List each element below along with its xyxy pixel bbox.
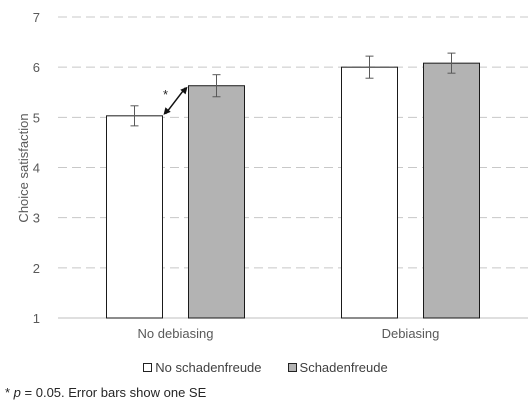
y-tick-label-3: 3 xyxy=(33,211,40,226)
significance-star: * xyxy=(163,87,168,102)
legend-swatch-schadenfreude xyxy=(287,362,297,372)
bar-no-debiasing-schadenfreude xyxy=(188,85,245,319)
significance-arrowhead-right xyxy=(180,86,188,95)
legend: No schadenfreude Schadenfreude xyxy=(0,358,531,376)
footnote-star: * xyxy=(5,385,14,400)
y-tick-label-4: 4 xyxy=(33,161,40,176)
footnote: * p = 0.05. Error bars show one SE xyxy=(5,385,206,400)
footnote-text: = 0.05. Error bars show one SE xyxy=(20,385,207,400)
legend-item-no-schadenfreude: No schadenfreude xyxy=(143,358,262,376)
bar-debiasing-schadenfreude xyxy=(423,62,480,319)
legend-label-schadenfreude: Schadenfreude xyxy=(299,359,388,375)
bar-no-debiasing-no-schadenfreude xyxy=(106,115,163,319)
y-tick-label-7: 7 xyxy=(33,10,40,25)
footnote-p: p xyxy=(13,385,21,400)
y-tick-label-2: 2 xyxy=(33,261,40,276)
legend-swatch-no-schadenfreude xyxy=(143,362,153,372)
y-tick-label-5: 5 xyxy=(33,110,40,125)
x-tick-label-no-debiasing: No debiasing xyxy=(138,326,214,341)
legend-label-no-schadenfreude: No schadenfreude xyxy=(155,359,262,375)
y-axis-label: Choice satisfaction xyxy=(16,113,31,222)
legend-item-schadenfreude: Schadenfreude xyxy=(287,358,388,376)
x-tick-label-debiasing: Debiasing xyxy=(382,326,440,341)
significance-arrow-line xyxy=(164,87,187,115)
y-tick-label-1: 1 xyxy=(33,311,40,326)
bar-debiasing-no-schadenfreude xyxy=(341,66,398,319)
significance-arrowhead-left xyxy=(163,107,171,115)
y-tick-label-6: 6 xyxy=(33,60,40,75)
